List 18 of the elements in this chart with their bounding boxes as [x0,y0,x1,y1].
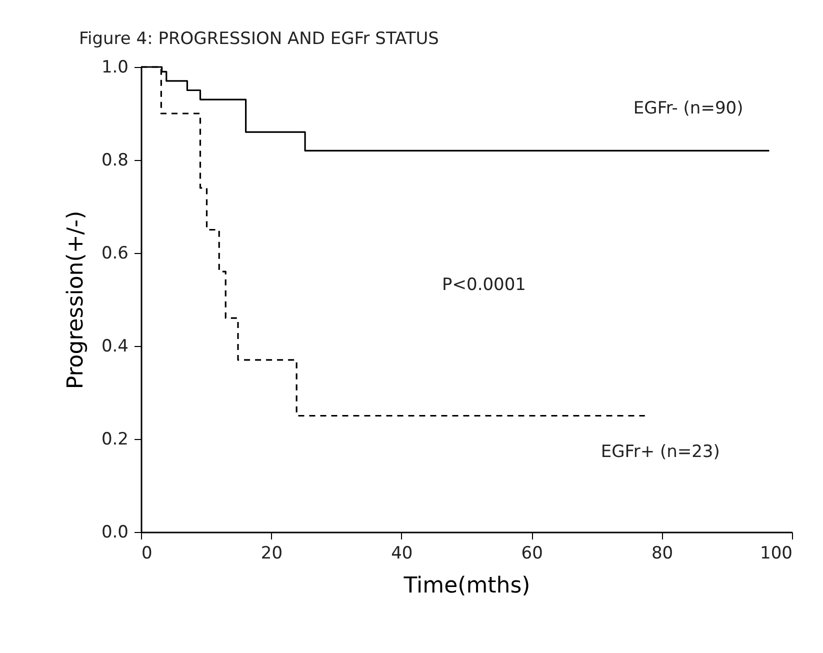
annotation: P<0.0001 [442,275,526,295]
y-tick-label: 1.0 [101,58,128,78]
x-tick-label: 60 [521,544,543,564]
series-label: EGFr- (n=90) [633,98,744,119]
x-tick-label: 0 [142,544,152,564]
x-tick-label: 20 [260,544,283,564]
x-tick-label: 80 [651,544,674,564]
y-tick-label: 0.6 [101,244,128,264]
y-tick-label: 0.0 [101,522,128,542]
chart-title: Figure 4: PROGRESSION AND EGFr STATUS [78,29,439,49]
x-axis-title: Time(mths) [402,574,530,598]
x-tick-label: 40 [391,544,413,564]
y-axis-title: Progression(+/-) [63,210,88,390]
y-tick-label: 0.2 [101,430,128,450]
y-tick-label: 0.8 [101,150,128,170]
x-tick-label: 100 [760,544,792,564]
series-label: EGFr+ (n=23) [600,442,720,462]
y-tick-label: 0.4 [101,336,128,356]
